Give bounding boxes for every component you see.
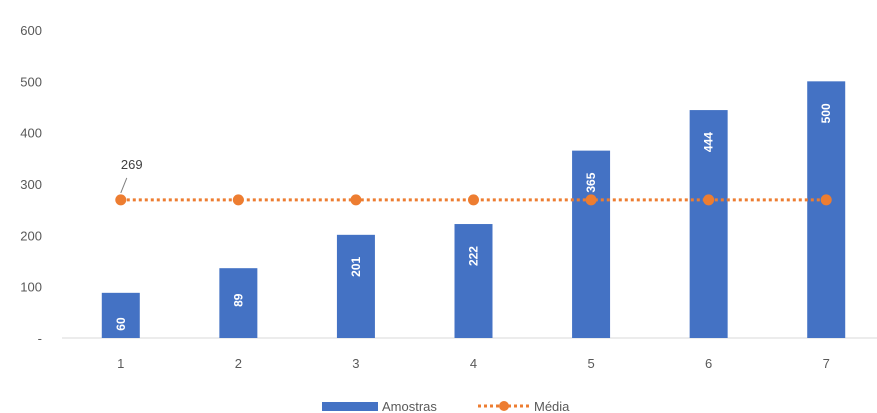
y-tick-label: 300 [20, 177, 42, 192]
point-media-1 [115, 194, 127, 206]
y-axis: 600 500 400 300 200 100 - [20, 23, 42, 346]
y-tick-label: 600 [20, 23, 42, 38]
point-media-6 [703, 194, 715, 206]
x-tick-label: 4 [470, 356, 477, 371]
bar-data-label: 500 [819, 103, 833, 123]
y-tick-label: 500 [20, 74, 42, 89]
x-tick-label: 2 [235, 356, 242, 371]
bar-data-label: 444 [702, 132, 716, 152]
x-tick-label: 7 [823, 356, 830, 371]
x-tick-label: 3 [352, 356, 359, 371]
x-tick-label: 6 [705, 356, 712, 371]
y-tick-label: 400 [20, 126, 42, 141]
bar-amostras-3 [336, 234, 375, 338]
x-tick-label: 5 [587, 356, 594, 371]
point-media-5 [585, 194, 597, 206]
annotation-media-value: 269 [121, 157, 143, 172]
bar-amostras-6 [689, 110, 728, 338]
bar-data-label: 89 [231, 293, 245, 307]
y-tick-label: 200 [20, 228, 42, 243]
point-media-4 [468, 194, 479, 206]
legend-label-media: Média [534, 399, 570, 413]
bar-amostras-7 [807, 81, 846, 338]
legend: Amostras Média [322, 399, 570, 413]
y-tick-label: 100 [20, 280, 42, 295]
y-tick-label: - [38, 331, 42, 346]
bar-amostras-2 [219, 268, 258, 338]
legend-swatch-amostras [322, 402, 378, 411]
bar-amostras-1 [101, 292, 140, 338]
bar-data-label: 201 [349, 256, 363, 276]
point-media-3 [350, 194, 362, 206]
media-line [115, 194, 832, 206]
bar-data-label: 365 [584, 172, 598, 192]
x-axis: 1 2 3 4 5 6 7 [117, 356, 830, 371]
x-tick-label: 1 [117, 356, 124, 371]
legend-swatch-media-marker [499, 401, 509, 411]
point-media-2 [232, 194, 244, 206]
bar-data-label: 60 [114, 317, 128, 331]
annotation-leader-line [120, 177, 128, 194]
legend-label-amostras: Amostras [382, 399, 437, 413]
bar-data-label: 222 [467, 246, 481, 266]
bar-amostras-5 [572, 150, 611, 338]
point-media-7 [820, 194, 832, 206]
annotations: 269 [120, 157, 143, 194]
bar-amostras-4 [454, 224, 493, 338]
bars: 60 89 201 222 365 444 500 [101, 81, 846, 338]
